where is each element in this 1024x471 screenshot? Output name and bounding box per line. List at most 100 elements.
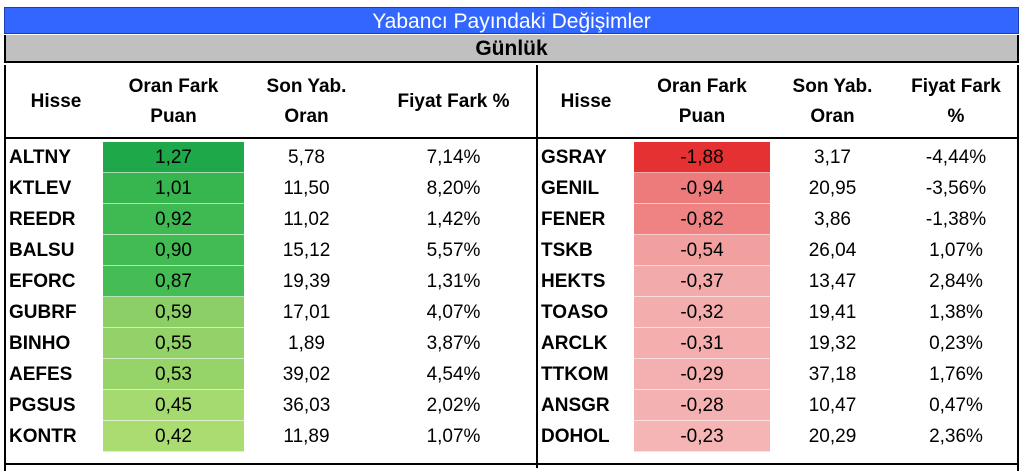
header-line: Oran (810, 106, 855, 127)
header-line: Fiyat Fark % (397, 91, 510, 112)
son-yab-oran-cell: 19,41 (808, 302, 857, 323)
oran-fark-cell: -0,37 (634, 266, 770, 297)
fiyat-fark-cell: 2,84% (929, 271, 983, 292)
son-yab-oran-cell: 10,47 (808, 395, 857, 416)
stock-symbol: BALSU (9, 240, 75, 261)
table-row: KONTR 0,42 11,89 1,07% (6, 421, 536, 452)
fiyat-fark-cell: 8,20% (426, 178, 481, 199)
table-body: Hisse Oran Fark Puan Son Yab. Oran Fiyat F… (4, 65, 1019, 468)
table-row: ARCLK -0,31 19,32 0,23% (538, 328, 1017, 359)
fiyat-fark-cell: 4,07% (426, 302, 481, 323)
table-row: AEFES 0,53 39,02 4,54% (6, 359, 536, 390)
gainers-section: Hisse Oran Fark Puan Son Yab. Oran Fiyat F… (6, 65, 538, 468)
stock-symbol: HEKTS (541, 271, 606, 292)
oran-fark-cell: 0,92 (103, 204, 244, 235)
stock-symbol: GENIL (541, 178, 600, 199)
oran-fark-cell: 0,87 (103, 266, 244, 297)
header-line: Puan (150, 106, 197, 127)
oran-fark-cell: -0,31 (634, 328, 770, 359)
stock-symbol: BINHO (9, 333, 71, 354)
oran-fark-cell: 0,90 (103, 235, 244, 266)
oran-fark-cell: 0,59 (103, 297, 244, 328)
son-yab-oran-cell: 19,32 (808, 333, 857, 354)
son-yab-oran-cell: 5,78 (288, 147, 325, 168)
son-yab-oran-cell: 36,03 (282, 395, 331, 416)
fiyat-fark-cell: 3,87% (426, 333, 481, 354)
stock-symbol: GUBRF (9, 302, 77, 323)
oran-fark-cell: -1,88 (634, 142, 770, 173)
oran-fark-cell: 0,55 (103, 328, 244, 359)
table-title: Yabancı Payındaki Değişimler (4, 7, 1019, 34)
table-row: BINHO 0,55 1,89 3,87% (6, 328, 536, 359)
stock-symbol: DOHOL (541, 426, 610, 447)
fiyat-fark-cell: -4,44% (925, 147, 987, 168)
stock-symbol: KONTR (9, 426, 77, 447)
oran-fark-cell: -0,94 (634, 173, 770, 204)
table-footer-border (4, 463, 1019, 471)
fiyat-fark-cell: 4,54% (426, 364, 481, 385)
table-row: GENIL -0,94 20,95 -3,56% (538, 173, 1017, 204)
son-yab-oran-cell: 11,50 (283, 178, 330, 199)
son-yab-oran-cell: 1,89 (288, 333, 325, 354)
gainers-header: Hisse Oran Fark Puan Son Yab. Oran Fiyat F… (6, 65, 536, 139)
table-row: DOHOL -0,23 20,29 2,36% (538, 421, 1017, 452)
oran-fark-cell: -0,32 (634, 297, 770, 328)
son-yab-oran-cell: 17,01 (282, 302, 331, 323)
fiyat-fark-cell: 7,14% (426, 147, 481, 168)
table-row: GSRAY -1,88 3,17 -4,44% (538, 142, 1017, 173)
son-yab-oran-cell: 3,17 (814, 147, 851, 168)
stock-symbol: GSRAY (541, 147, 607, 168)
header-line: Oran Fark (657, 76, 747, 97)
table-row: HEKTS -0,37 13,47 2,84% (538, 266, 1017, 297)
fiyat-fark-cell: 1,76% (929, 364, 983, 385)
table-row: TSKB -0,54 26,04 1,07% (538, 235, 1017, 266)
son-yab-oran-cell: 11,89 (283, 426, 330, 447)
stock-symbol: TSKB (541, 240, 593, 261)
header-fiyat-fark: Fiyat Fark % (369, 65, 538, 139)
son-yab-oran-cell: 11,02 (283, 209, 330, 230)
header-hisse: Hisse (6, 65, 106, 139)
header-fiyat-fark: Fiyat Fark% (895, 65, 1017, 139)
stock-symbol: AEFES (9, 364, 73, 385)
fiyat-fark-cell: 1,38% (929, 302, 983, 323)
table-row: TOASO -0,32 19,41 1,38% (538, 297, 1017, 328)
stock-symbol: TOASO (541, 302, 609, 323)
oran-fark-cell: -0,23 (634, 421, 770, 452)
header-line: % (947, 106, 965, 127)
oran-fark-cell: -0,28 (634, 390, 770, 421)
stock-symbol: PGSUS (9, 395, 76, 416)
fiyat-fark-cell: 2,36% (929, 426, 983, 447)
son-yab-oran-cell: 3,86 (814, 209, 851, 230)
fiyat-fark-cell: -3,56% (925, 178, 987, 199)
son-yab-oran-cell: 15,12 (282, 240, 331, 261)
stock-symbol: ANSGR (541, 395, 610, 416)
table-row: FENER -0,82 3,86 -1,38% (538, 204, 1017, 235)
son-yab-oran-cell: 20,29 (808, 426, 857, 447)
son-yab-oran-cell: 13,47 (808, 271, 857, 292)
oran-fark-cell: 1,01 (103, 173, 244, 204)
fiyat-fark-cell: -1,38% (925, 209, 987, 230)
oran-fark-cell: 0,53 (103, 359, 244, 390)
header-hisse: Hisse (538, 65, 634, 139)
oran-fark-cell: 1,27 (103, 142, 244, 173)
header-oran-fark: Oran Fark Puan (634, 65, 770, 139)
son-yab-oran-cell: 37,18 (808, 364, 857, 385)
fiyat-fark-cell: 1,07% (426, 426, 481, 447)
fiyat-fark-cell: 1,31% (426, 271, 481, 292)
fiyat-fark-cell: 1,42% (426, 209, 481, 230)
header-line: Son Yab. (792, 76, 873, 97)
table-subtitle: Günlük (4, 35, 1019, 63)
header-line: Puan (678, 106, 726, 127)
fiyat-fark-cell: 2,02% (426, 395, 481, 416)
stock-symbol: TTKOM (541, 364, 609, 385)
losers-header: Hisse Oran Fark Puan Son Yab. Oran Fiyat F… (538, 65, 1017, 139)
oran-fark-cell: -0,82 (634, 204, 770, 235)
header-oran-fark: Oran Fark Puan (103, 65, 244, 139)
fiyat-fark-cell: 1,07% (929, 240, 983, 261)
oran-fark-cell: 0,42 (103, 421, 244, 452)
fiyat-fark-cell: 0,47% (929, 395, 983, 416)
header-line: Hisse (560, 91, 612, 112)
header-line: Son Yab. (266, 76, 347, 97)
son-yab-oran-cell: 26,04 (808, 240, 857, 261)
